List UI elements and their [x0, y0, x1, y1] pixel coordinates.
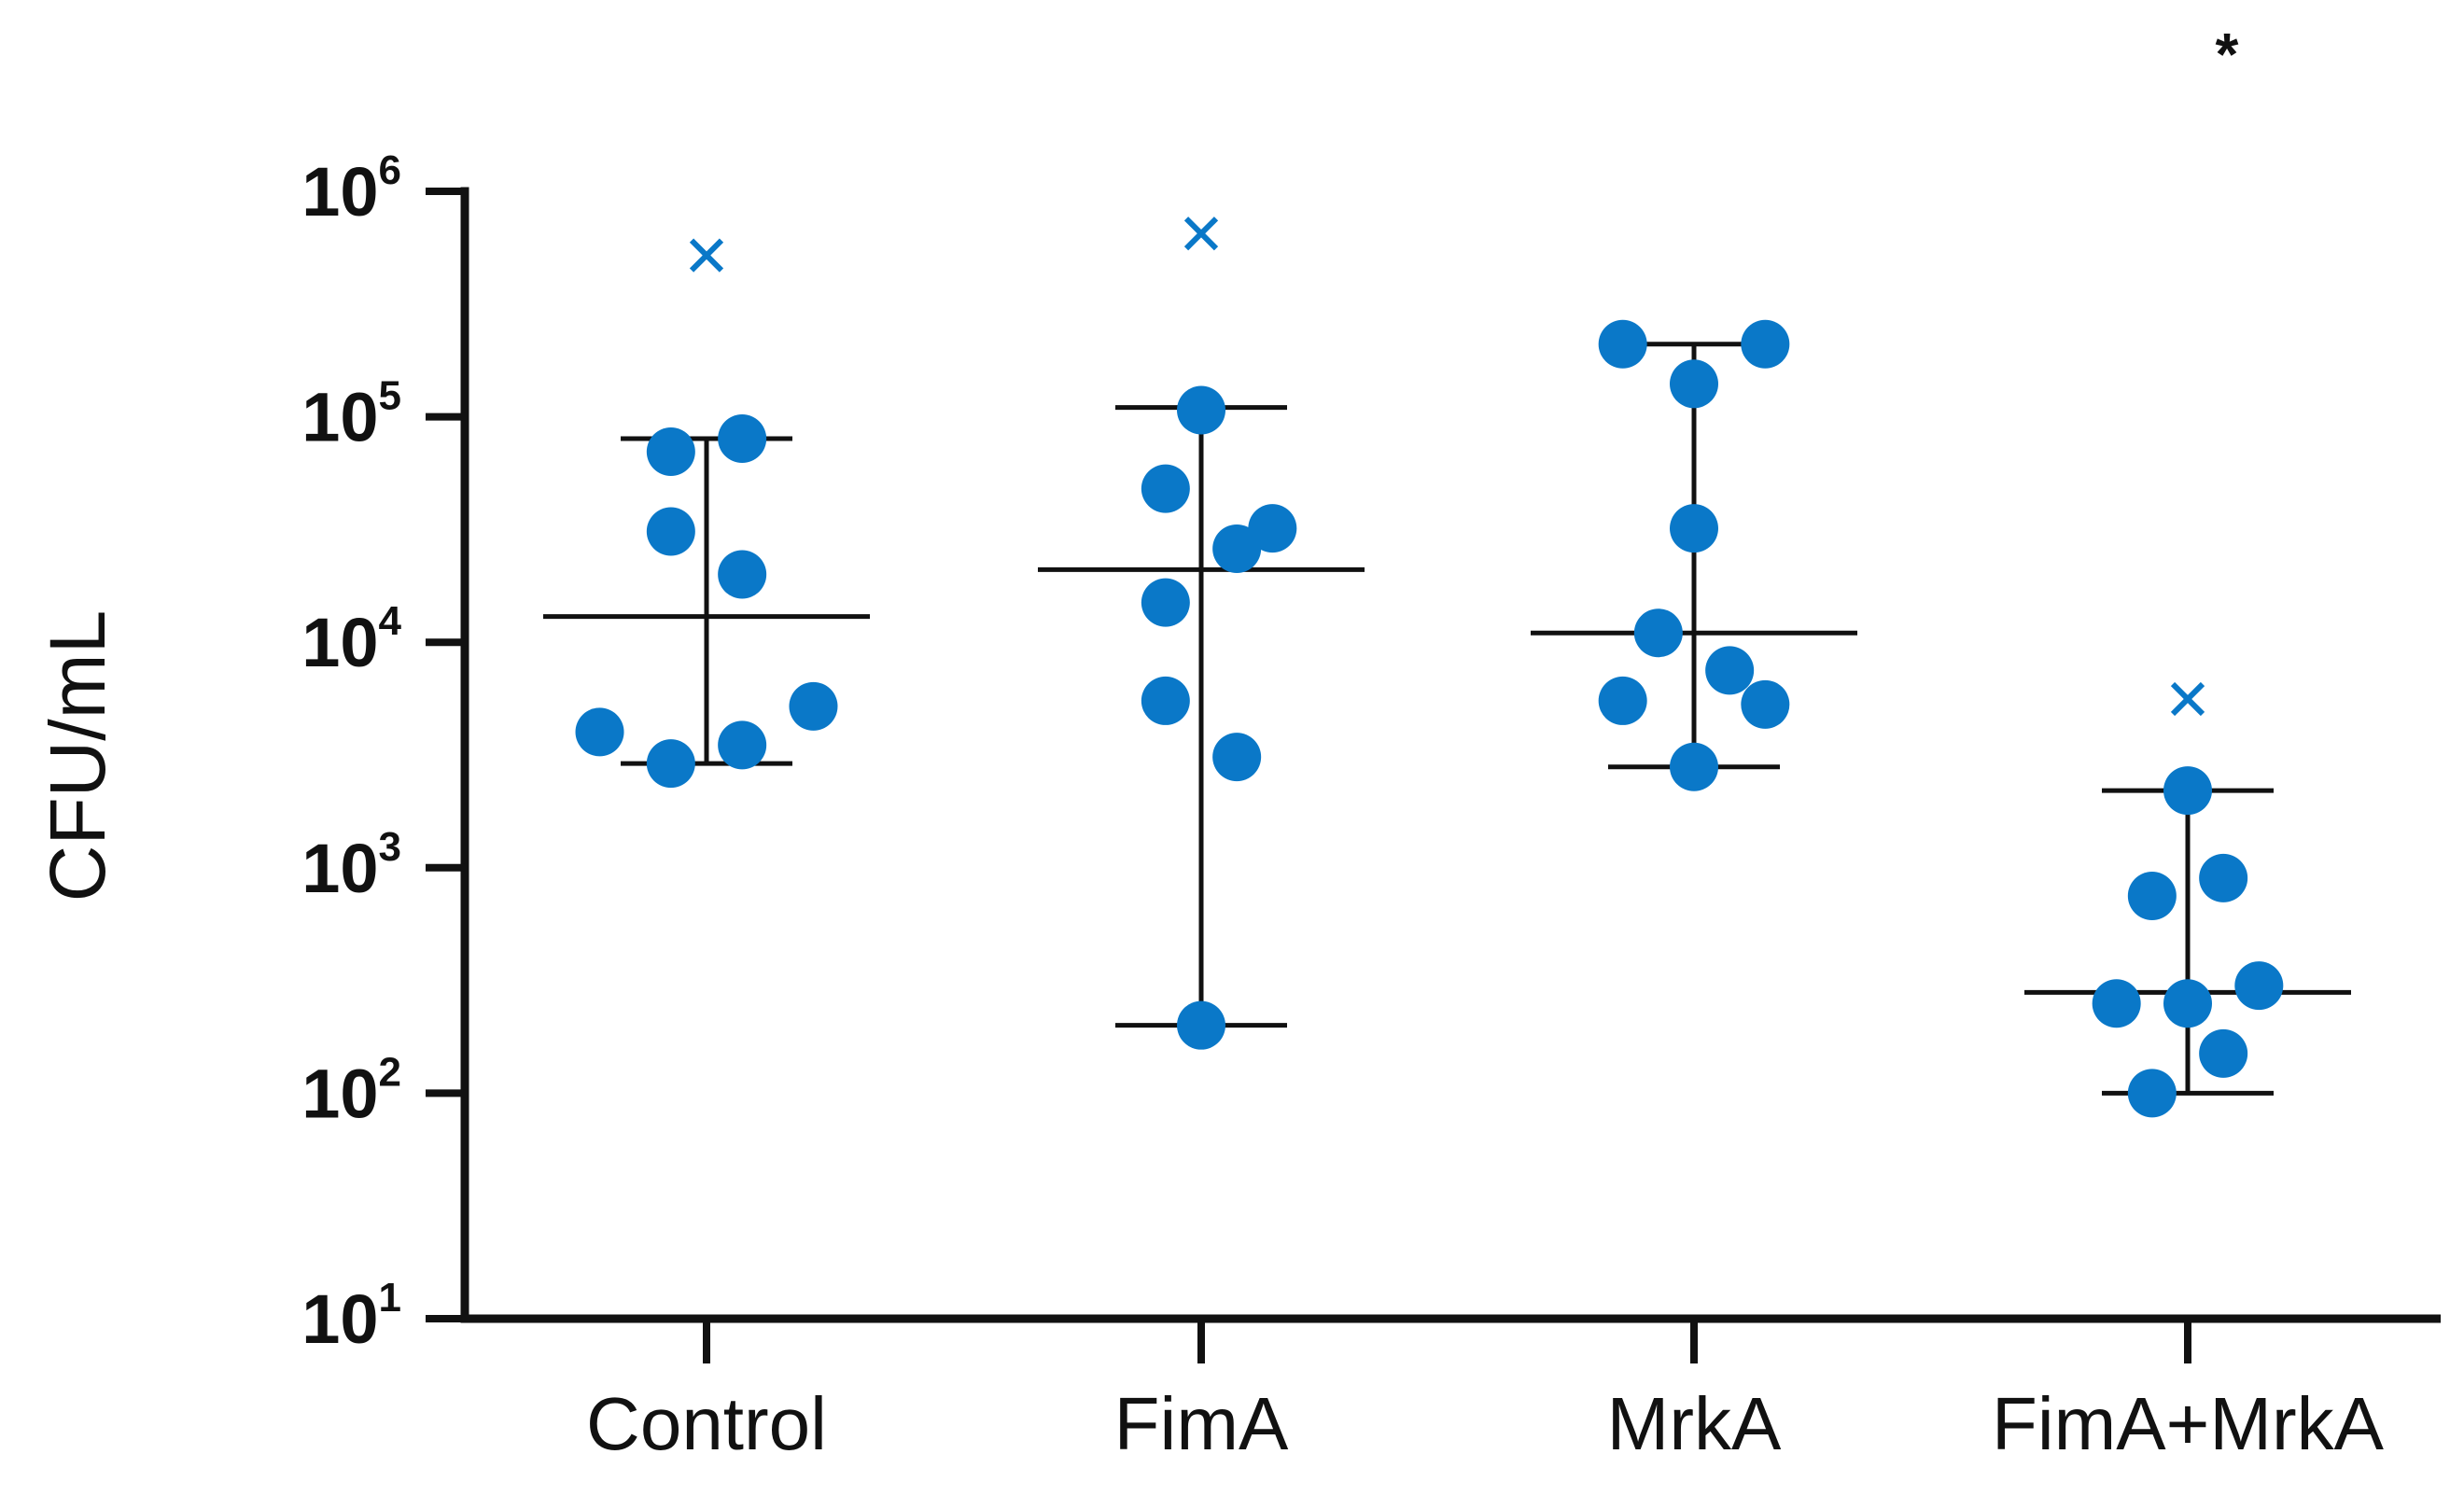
y-tick-label: 104	[301, 598, 401, 681]
series-mrka	[1531, 319, 1857, 791]
data-point	[646, 739, 695, 789]
y-tick-exponent: 1	[379, 1275, 401, 1321]
y-tick-exponent: 5	[379, 373, 401, 419]
axes	[426, 187, 2441, 1363]
data-point	[1598, 676, 1647, 725]
data-point	[1177, 1000, 1225, 1050]
data-point	[1670, 359, 1718, 409]
data-series	[543, 217, 2351, 1118]
data-point	[2199, 853, 2248, 902]
data-point	[1248, 504, 1297, 553]
data-point	[1670, 742, 1718, 791]
outlier-stroke	[689, 238, 724, 273]
y-tick-exponent: 2	[379, 1049, 401, 1095]
y-axis-title: CFU/mL	[34, 610, 121, 902]
data-point	[2127, 1069, 2177, 1118]
data-point	[1633, 608, 1683, 658]
data-point	[1598, 319, 1647, 369]
outlier-marker	[2170, 681, 2205, 717]
data-point	[1741, 319, 1790, 369]
y-tick-label: 105	[301, 373, 401, 456]
data-point	[646, 507, 695, 556]
series-control	[543, 238, 870, 789]
x-category-label: Control	[586, 1382, 827, 1465]
outlier-stroke	[2170, 681, 2205, 717]
x-category-label: FimA	[1114, 1382, 1289, 1465]
y-tick-base: 10	[301, 153, 378, 231]
data-point	[2163, 766, 2212, 816]
data-point	[1141, 464, 1190, 513]
y-tick-exponent: 3	[379, 824, 401, 870]
y-tick-base: 10	[301, 830, 378, 907]
data-point	[1141, 676, 1190, 725]
y-tick-exponent: 4	[379, 598, 402, 644]
y-tick-label: 101	[301, 1275, 401, 1358]
data-point	[2234, 961, 2284, 1011]
data-point	[575, 707, 624, 757]
data-point	[2199, 1028, 2248, 1078]
annotations: *	[2216, 21, 2239, 88]
data-point	[1212, 733, 1262, 782]
data-point	[2127, 871, 2177, 920]
data-point	[718, 720, 767, 770]
data-point	[1705, 646, 1755, 695]
y-tick-base: 10	[301, 1280, 378, 1358]
y-tick-exponent: 6	[379, 147, 401, 193]
data-point	[718, 550, 767, 599]
data-point	[2092, 979, 2141, 1028]
y-tick-label: 106	[301, 147, 401, 231]
data-point	[1141, 578, 1190, 627]
data-point	[646, 427, 695, 477]
x-category-label: MrkA	[1607, 1382, 1782, 1465]
series-fima	[1038, 217, 1365, 1050]
y-tick-base: 10	[301, 379, 378, 456]
data-point	[1741, 679, 1790, 729]
data-point	[718, 414, 767, 464]
y-tick-base: 10	[301, 1055, 378, 1132]
y-tick-label: 102	[301, 1049, 401, 1132]
significance-marker: *	[2216, 21, 2239, 88]
data-point	[1177, 385, 1225, 435]
data-point	[789, 681, 838, 731]
data-point	[1670, 504, 1718, 553]
x-axis-category-labels: Control FimA MrkA FimA+MrkA	[586, 1382, 2385, 1465]
y-tick-base: 10	[301, 604, 378, 681]
outlier-marker	[689, 238, 724, 273]
y-tick-label: 103	[301, 824, 401, 907]
data-point	[2163, 979, 2212, 1028]
outlier-stroke	[1183, 217, 1219, 251]
series-fima-mrka	[2024, 681, 2351, 1118]
outlier-marker	[1183, 217, 1219, 251]
x-category-label: FimA+MrkA	[1992, 1382, 2385, 1465]
data-point	[1212, 524, 1262, 573]
